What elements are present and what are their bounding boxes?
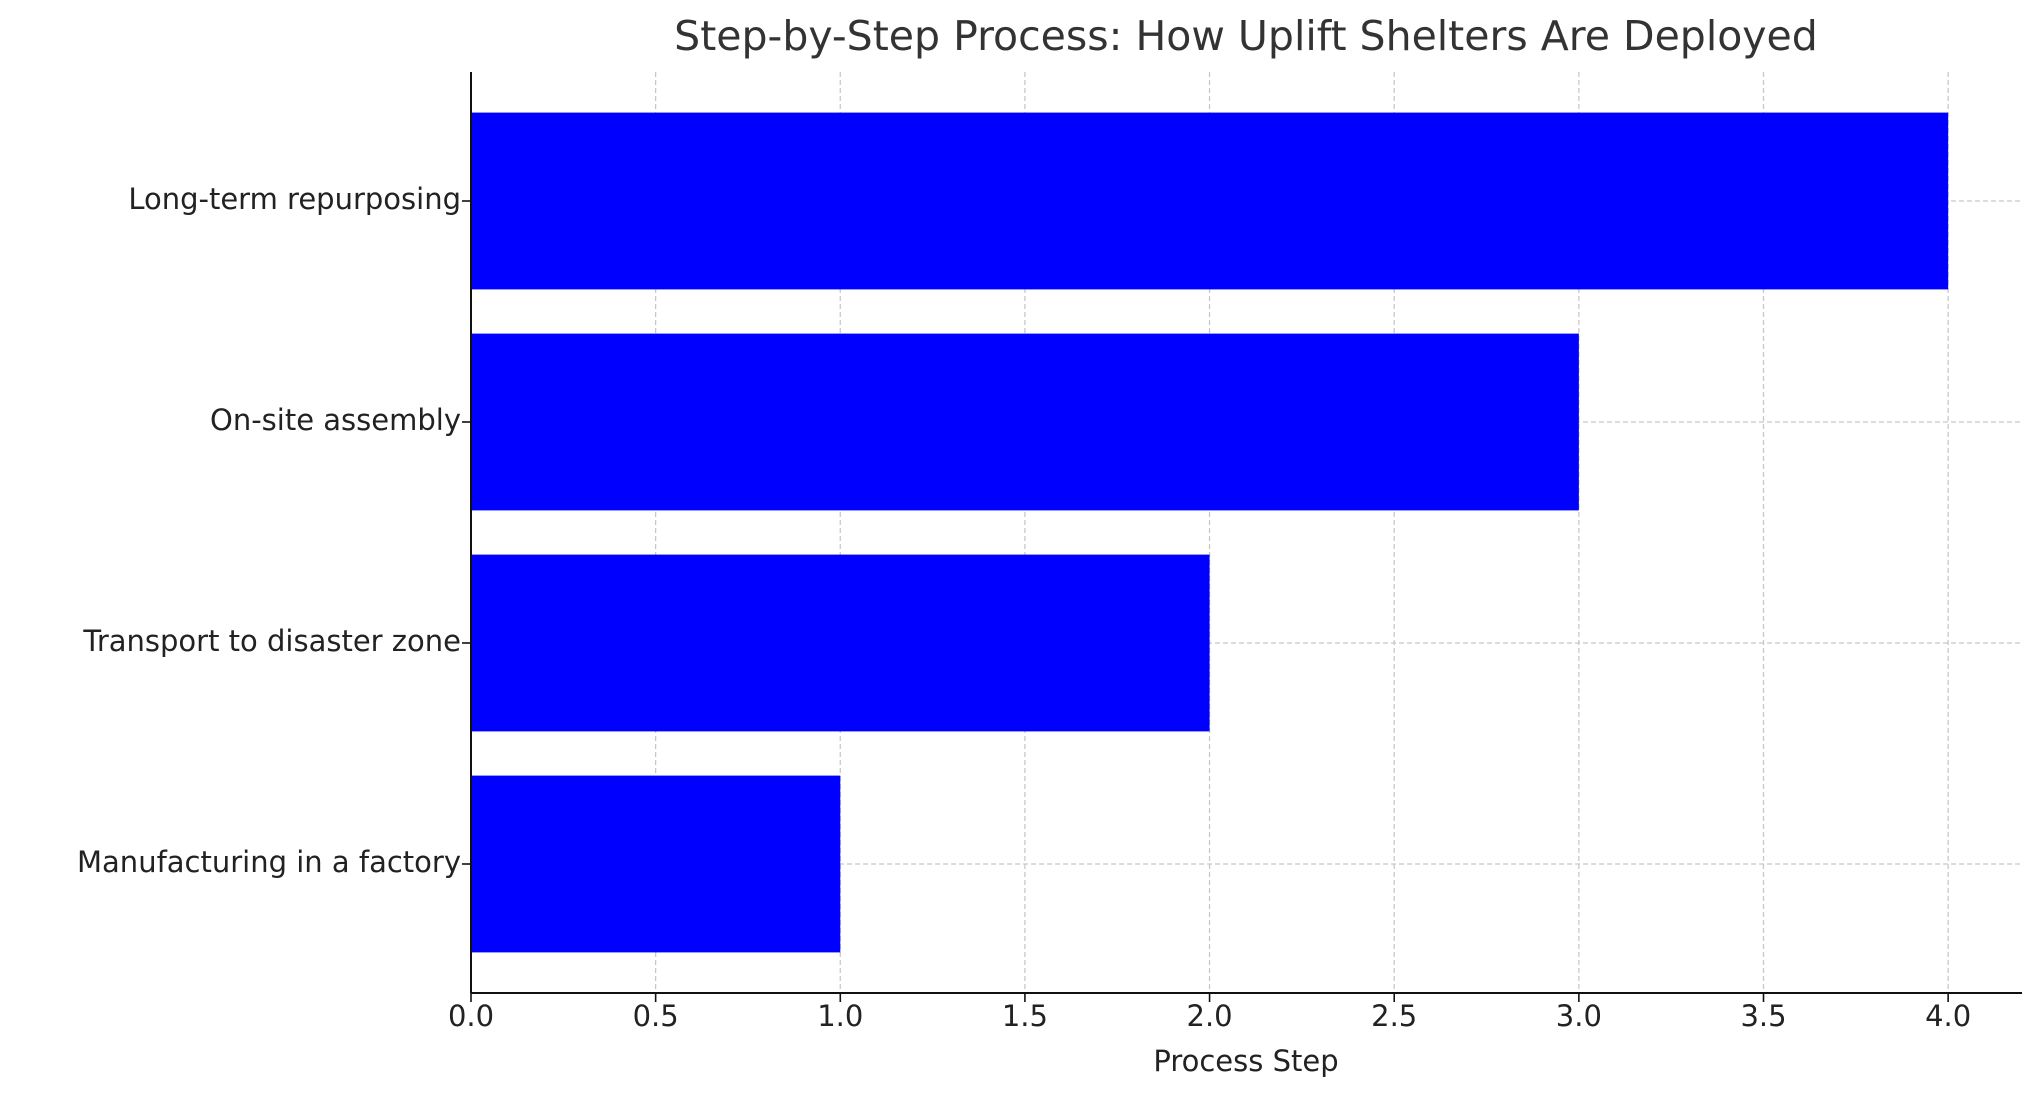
x-tick-label: 3.0 <box>1556 999 1602 1033</box>
bar <box>471 554 1210 732</box>
bars <box>471 112 1949 953</box>
x-tick-label: 1.0 <box>817 999 863 1033</box>
x-tick-label: 0.0 <box>448 999 494 1033</box>
x-tick-label: 2.0 <box>1187 999 1233 1033</box>
x-tick-label: 3.5 <box>1740 999 1786 1033</box>
bar <box>471 333 1579 511</box>
x-tick-label: 2.5 <box>1371 999 1417 1033</box>
x-tick-label: 1.5 <box>1002 999 1048 1033</box>
axes: 0.0 0.5 1.0 1.5 2.0 2.5 3.0 3.5 4.0 Manufacturing… <box>77 72 2022 1033</box>
chart-title: Step-by-Step Process: How Uplift Shelter… <box>674 12 1818 60</box>
x-tick-label: 0.5 <box>633 999 679 1033</box>
x-axis-label: Process Step <box>1153 1044 1338 1078</box>
bar <box>471 775 841 953</box>
x-tick-label: 4.0 <box>1925 999 1971 1033</box>
y-tick-label: On-site assembly <box>210 403 461 437</box>
bar <box>471 112 1949 290</box>
y-tick-label: Transport to disaster zone <box>82 624 461 658</box>
y-tick-label: Manufacturing in a factory <box>77 845 461 879</box>
y-tick-label: Long-term repurposing <box>128 182 461 216</box>
